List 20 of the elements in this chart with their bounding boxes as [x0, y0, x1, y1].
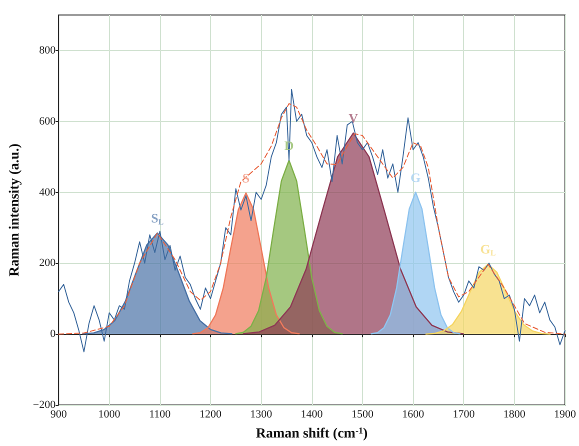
x-tick-label: 900	[50, 408, 68, 420]
y-tick-label: 800	[39, 44, 56, 56]
x-tick-label: 1400	[300, 408, 324, 420]
x-tick-label: 1100	[149, 408, 172, 420]
y-tick-label: 0	[50, 328, 56, 340]
y-axis-title: Raman intensity (a.u.)	[8, 143, 22, 277]
x-tick-label: 1300	[250, 408, 273, 420]
x-tick-label: 1600	[402, 408, 425, 420]
x-tick-label: 1000	[98, 408, 121, 420]
y-tick-label: 600	[39, 115, 56, 128]
series-label: G	[410, 170, 421, 185]
y-tick-label: −200	[32, 399, 56, 411]
x-tick-label: 1200	[200, 408, 222, 420]
x-tick-label: 1700	[452, 408, 476, 420]
x-tick-label: 1900	[554, 408, 576, 420]
y-tick-label: 200	[39, 257, 56, 270]
x-tick-label: 1800	[503, 408, 526, 420]
y-tick-label: 400	[39, 186, 56, 198]
x-tick-label: 1500	[351, 408, 374, 420]
series-label: V	[348, 110, 359, 126]
